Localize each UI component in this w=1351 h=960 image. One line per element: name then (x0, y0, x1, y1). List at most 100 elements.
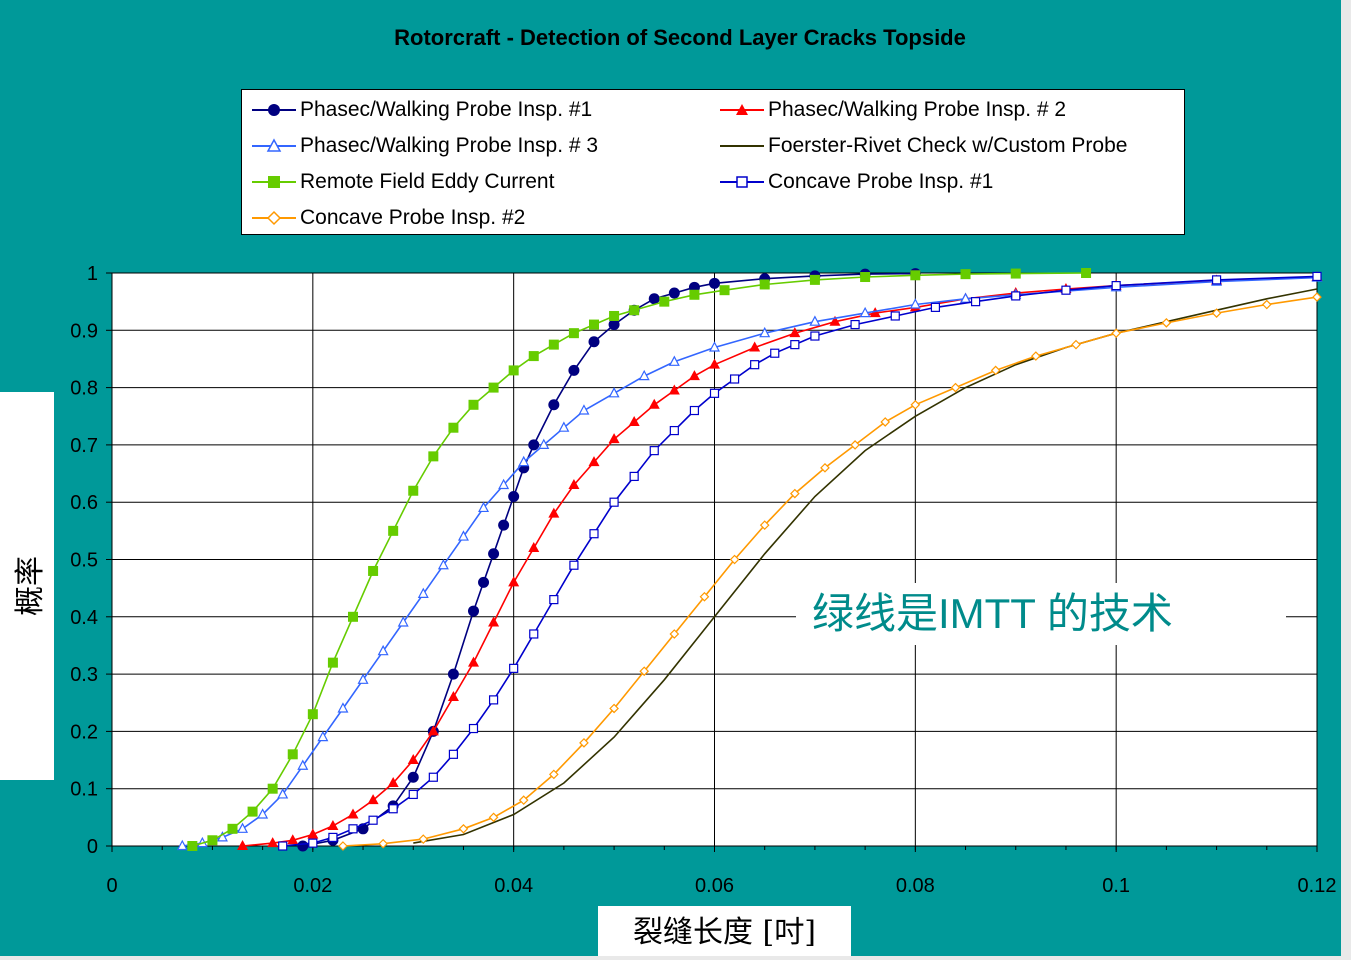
data-point (508, 365, 519, 376)
data-point (368, 815, 378, 825)
legend-label: Remote Field Eddy Current (300, 170, 555, 193)
y-tick-label: 1 (87, 263, 98, 285)
y-tick-label: 0.2 (70, 721, 98, 743)
x-tick-label: 0.02 (293, 875, 332, 897)
data-point (770, 348, 780, 358)
data-point (629, 471, 639, 482)
data-point (227, 823, 238, 834)
data-point (860, 272, 871, 283)
data-point (287, 834, 299, 845)
data-point (669, 629, 680, 639)
data-point (759, 326, 771, 338)
data-point (1030, 351, 1041, 361)
data-point (1211, 275, 1222, 285)
data-point (729, 374, 740, 384)
legend-item: Foerster-Rivet Check w/Custom Probe (720, 128, 1127, 164)
legend-swatch (720, 104, 764, 115)
data-point (759, 279, 770, 290)
series-line (182, 276, 1318, 847)
series-line (342, 296, 1318, 847)
data-point (609, 310, 620, 321)
data-point (387, 776, 399, 787)
data-point (910, 399, 921, 410)
data-point (719, 285, 730, 296)
data-point (628, 415, 640, 426)
data-point (418, 834, 429, 844)
y-tick-label: 0 (87, 836, 98, 858)
data-point (1161, 318, 1172, 328)
data-point (589, 529, 599, 539)
data-point (508, 490, 520, 502)
data-point (850, 440, 860, 450)
data-point (668, 355, 680, 366)
x-tick-label: 0.1 (1102, 875, 1130, 897)
data-point (347, 808, 359, 819)
data-point (568, 328, 579, 339)
chart-annotation: 绿线是IMTT 的技术 (796, 583, 1286, 645)
data-point (548, 507, 560, 518)
data-point (528, 351, 539, 362)
data-point (548, 769, 559, 780)
legend-label: Phasec/Walking Probe Insp. # 3 (300, 134, 599, 157)
data-point (338, 841, 348, 851)
data-point (709, 277, 720, 289)
data-point (247, 806, 258, 817)
data-point (689, 289, 700, 300)
data-point (408, 485, 419, 496)
data-point (699, 591, 710, 602)
data-point (809, 274, 820, 285)
data-point (187, 841, 198, 851)
x-tick-label: 0.12 (1298, 875, 1337, 897)
data-point (378, 838, 388, 849)
data-point (960, 269, 971, 280)
y-tick-label: 0.9 (70, 320, 98, 342)
data-point (709, 341, 720, 352)
data-point (427, 725, 439, 736)
data-point (789, 327, 801, 338)
data-point (307, 709, 318, 720)
y-axis-label: 概率 (13, 556, 48, 616)
data-point (668, 384, 680, 395)
data-point (388, 804, 398, 814)
data-point (549, 595, 559, 605)
data-point (609, 703, 619, 714)
data-point (1081, 268, 1092, 278)
data-point (317, 730, 329, 742)
data-point (1312, 292, 1322, 302)
data-point (880, 417, 891, 427)
data-point (488, 382, 499, 393)
y-tick-label: 0.1 (70, 779, 98, 801)
data-point (377, 644, 389, 656)
chart-legend: Phasec/Walking Probe Insp. #1 Phasec/Wal… (241, 89, 1185, 235)
data-point (649, 446, 659, 456)
data-point (257, 808, 269, 819)
data-point (568, 479, 580, 490)
data-point (488, 548, 500, 560)
data-point (1071, 339, 1081, 350)
legend-label: Phasec/Walking Probe Insp. #1 (300, 98, 593, 121)
data-point (1010, 268, 1021, 279)
data-point (629, 305, 640, 316)
data-point (548, 339, 559, 350)
y-tick-label: 0.7 (70, 435, 98, 457)
legend-label: Phasec/Walking Probe Insp. # 2 (768, 98, 1067, 121)
data-point (457, 530, 469, 541)
data-point (1211, 308, 1222, 318)
data-point (578, 404, 590, 415)
data-point (468, 656, 479, 667)
data-point (638, 369, 650, 381)
data-point (327, 657, 338, 668)
data-point (1261, 299, 1272, 310)
data-point (759, 520, 770, 530)
data-point (910, 270, 921, 281)
data-point (488, 695, 499, 705)
data-point (648, 398, 660, 409)
data-point (308, 838, 318, 848)
legend-swatch (252, 210, 296, 226)
data-point (729, 554, 740, 565)
data-point (357, 673, 369, 684)
data-point (437, 558, 449, 570)
data-point (407, 771, 419, 783)
data-point (518, 795, 529, 806)
